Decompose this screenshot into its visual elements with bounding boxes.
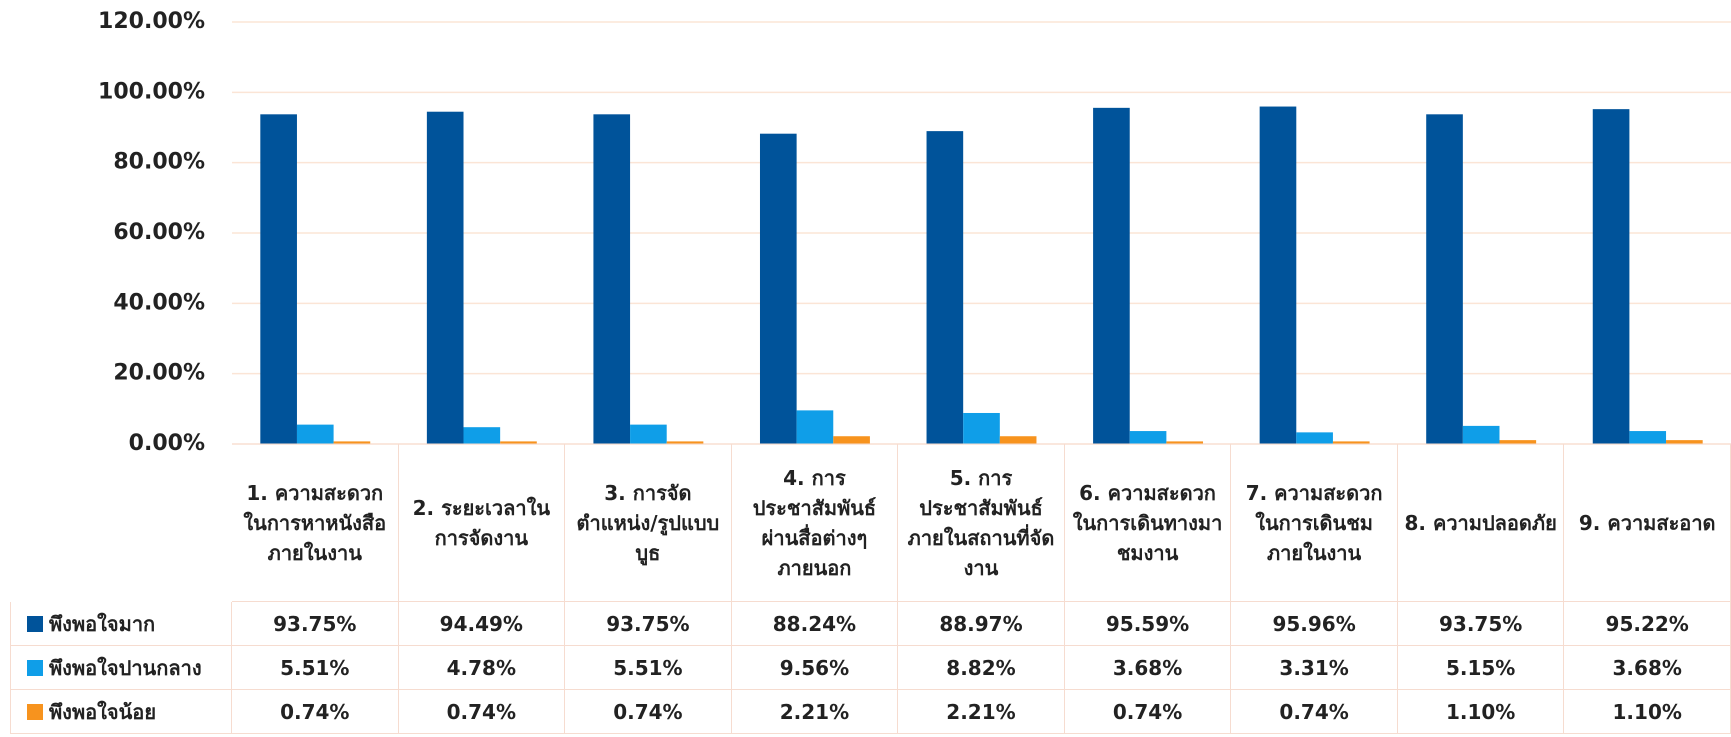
bar [426, 111, 464, 444]
bar [666, 441, 704, 444]
x-tick-label: 5. การประชาสัมพันธ์ภายในสถานที่จัดงาน [898, 444, 1065, 602]
table-value: 9.56% [731, 646, 899, 690]
bar [1129, 431, 1167, 444]
bar [500, 441, 537, 444]
table-value: 4.78% [398, 646, 566, 690]
bar [759, 133, 797, 444]
bar [1499, 440, 1537, 444]
table-value: 5.51% [565, 646, 732, 690]
bar [463, 427, 501, 444]
y-tick-label: 100.00% [98, 79, 205, 104]
bar [1462, 425, 1500, 444]
bar [296, 424, 334, 444]
table-value: 93.75% [565, 602, 732, 646]
y-tick-label: 0.00% [129, 431, 205, 456]
bar [1093, 107, 1130, 445]
bar [630, 424, 667, 444]
table-value: 95.22% [1564, 602, 1731, 646]
bar [1259, 106, 1297, 445]
bar [999, 436, 1037, 444]
legend-swatch [27, 615, 43, 632]
table-value: 94.49% [398, 602, 566, 646]
legend-label: พึงพอใจมาก [49, 611, 156, 636]
table-value: 0.74% [398, 690, 566, 734]
legend-entry: พึงพอใจน้อย [10, 690, 232, 734]
legend-entry: พึงพอใจมาก [10, 602, 232, 646]
legend-swatch [27, 659, 43, 676]
bar [1296, 432, 1333, 444]
bar [1166, 441, 1204, 444]
y-tick-label: 40.00% [113, 290, 205, 315]
bar [593, 114, 631, 444]
x-tick-label: 8. ความปลอดภัย [1397, 444, 1565, 602]
x-tick-label: 2. ระยะเวลาในการจัดงาน [398, 444, 566, 602]
y-tick-label: 80.00% [113, 150, 205, 175]
legend-label: พึงพอใจปานกลาง [49, 655, 202, 680]
x-tick-label: 1. ความสะดวกในการหาหนังสือภายในงาน [232, 444, 399, 602]
table-value: 0.74% [1231, 690, 1398, 734]
y-tick-label: 120.00% [98, 9, 205, 34]
bar [963, 412, 1000, 444]
bar [833, 436, 870, 444]
table-value: 95.96% [1231, 602, 1398, 646]
table-value: 2.21% [731, 690, 899, 734]
x-tick-label: 4. การประชาสัมพันธ์ผ่านสื่อต่างๆ ภายนอก [731, 444, 899, 602]
bar [1426, 114, 1463, 444]
table-value: 1.10% [1564, 690, 1731, 734]
table-value: 93.75% [1397, 602, 1565, 646]
bar [1332, 441, 1370, 444]
table-value: 0.74% [232, 690, 399, 734]
bar [333, 441, 371, 444]
x-tick-label: 6. ความสะดวกในการเดินทางมาชมงาน [1064, 444, 1232, 602]
bar [260, 114, 297, 444]
table-value: 5.51% [232, 646, 399, 690]
table-value: 8.82% [898, 646, 1065, 690]
bar [796, 410, 834, 444]
legend-swatch [27, 703, 43, 720]
bar [1629, 431, 1667, 444]
x-tick-label: 3. การจัดตำแหน่ง/รูปแบบบูธ [565, 444, 732, 602]
table-value: 0.74% [1064, 690, 1232, 734]
legend-entry: พึงพอใจปานกลาง [10, 646, 232, 690]
bar [1666, 440, 1703, 444]
y-tick-label: 60.00% [113, 220, 205, 245]
table-value: 3.68% [1564, 646, 1731, 690]
table-value: 1.10% [1397, 690, 1565, 734]
table-value: 88.24% [731, 602, 899, 646]
legend-label: พึงพอใจน้อย [49, 699, 157, 724]
table-value: 93.75% [232, 602, 399, 646]
x-tick-label: 7. ความสะดวกในการเดินชมภายในงาน [1231, 444, 1398, 602]
table-value: 0.74% [565, 690, 732, 734]
table-value: 3.68% [1064, 646, 1232, 690]
bar [926, 131, 964, 444]
table-value: 88.97% [898, 602, 1065, 646]
table-value: 3.31% [1231, 646, 1398, 690]
table-value: 95.59% [1064, 602, 1232, 646]
table-value: 2.21% [898, 690, 1065, 734]
x-tick-label: 9. ความสะอาด [1564, 444, 1731, 602]
table-value: 5.15% [1397, 646, 1565, 690]
bar [1592, 109, 1630, 444]
y-tick-label: 20.00% [113, 361, 205, 386]
